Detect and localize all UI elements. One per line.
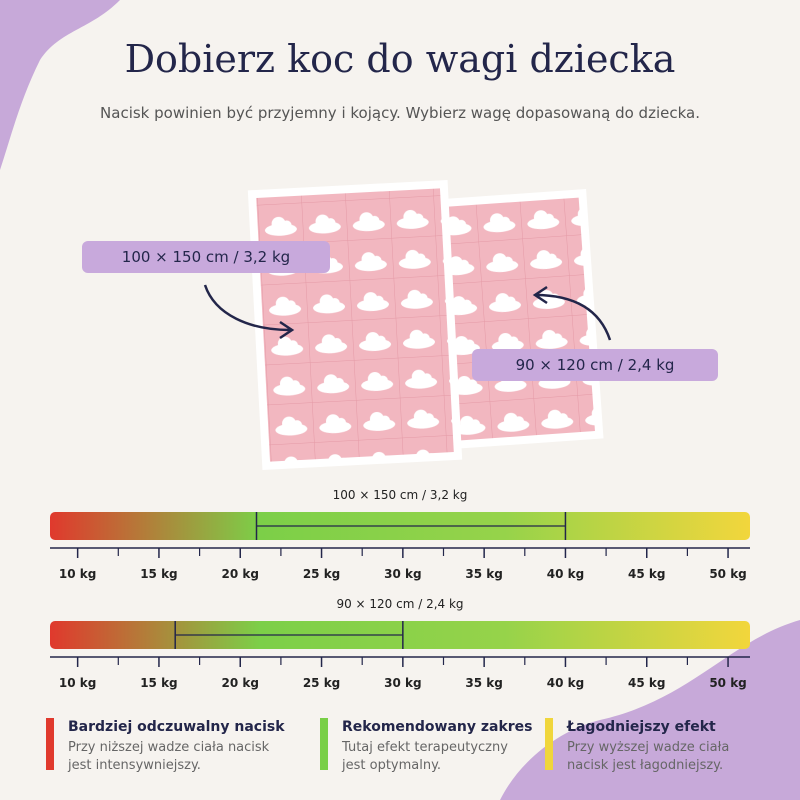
tick-label: 20 kg xyxy=(222,567,259,581)
corner-blob xyxy=(0,0,120,170)
tick-label: 45 kg xyxy=(628,676,665,690)
label-box xyxy=(472,349,718,381)
tick-label: 40 kg xyxy=(547,676,584,690)
tick-label: 35 kg xyxy=(465,676,502,690)
label-box xyxy=(82,241,330,273)
tick-label: 35 kg xyxy=(465,567,502,581)
tick-label: 30 kg xyxy=(384,567,421,581)
tick-label: 30 kg xyxy=(384,676,421,690)
tick-label: 50 kg xyxy=(709,567,746,581)
legend-text: Tutaj efekt terapeutyczny xyxy=(341,740,508,755)
legend-title: Bardziej odczuwalny nacisk xyxy=(68,719,285,735)
tick-label: 45 kg xyxy=(628,567,665,581)
blanket-label: 90 × 120 cm / 2,4 kg xyxy=(516,356,675,374)
arrow xyxy=(532,285,612,341)
scale-title: 100 × 150 cm / 3,2 kg xyxy=(333,488,468,502)
legend-swatch xyxy=(46,718,54,770)
legend-swatch xyxy=(545,718,553,770)
subtitle: Nacisk powinien być przyjemny i kojący. … xyxy=(100,104,700,122)
arrow xyxy=(203,284,295,340)
blanket-label: 100 × 150 cm / 3,2 kg xyxy=(122,248,290,266)
large-blanket xyxy=(247,179,463,471)
corner-blob xyxy=(500,620,800,800)
tick-label: 40 kg xyxy=(547,567,584,581)
legend-text: Przy niższej wadze ciała nacisk xyxy=(68,740,270,755)
tick-label: 20 kg xyxy=(222,676,259,690)
tick-label: 50 kg xyxy=(709,676,746,690)
legend-swatch xyxy=(320,718,328,770)
legend-title: Łagodniejszy efekt xyxy=(566,719,716,735)
tick-label: 10 kg xyxy=(59,567,96,581)
legend-text: jest intensywniejszy. xyxy=(67,758,201,773)
legend-title: Rekomendowany zakres xyxy=(342,719,533,735)
legend-text: jest optymalny. xyxy=(341,758,441,773)
title: Dobierz koc do wagi dziecka xyxy=(125,37,676,81)
legend-text: Przy wyższej wadze ciała xyxy=(567,740,729,755)
tick-label: 15 kg xyxy=(140,567,177,581)
legend-text: nacisk jest łagodniejszy. xyxy=(567,758,723,773)
tick-label: 15 kg xyxy=(140,676,177,690)
tick-label: 10 kg xyxy=(59,676,96,690)
tick-label: 25 kg xyxy=(303,676,340,690)
scale-title: 90 × 120 cm / 2,4 kg xyxy=(336,597,463,611)
tick-label: 25 kg xyxy=(303,567,340,581)
